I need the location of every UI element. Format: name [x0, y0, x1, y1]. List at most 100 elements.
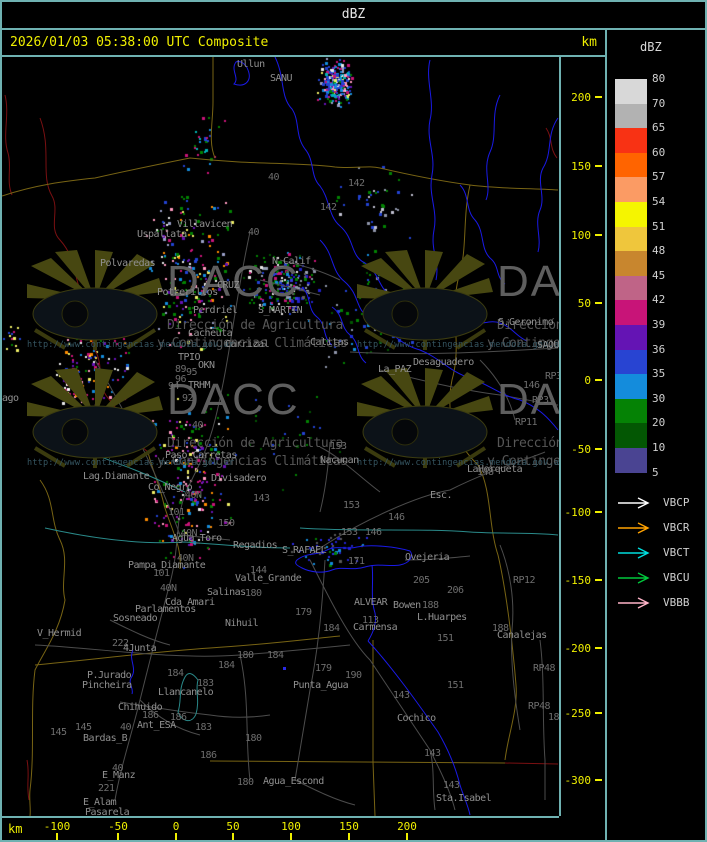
scale-swatch-35 — [615, 374, 647, 399]
map-label: 146 — [388, 512, 405, 523]
scale-label: 10 — [652, 441, 666, 454]
scale-label: 42 — [652, 293, 666, 307]
map-label: Bowen — [393, 600, 421, 611]
map-label: 40N — [185, 490, 202, 501]
map-label: 146 — [365, 527, 382, 538]
right-axis-tick — [595, 779, 602, 781]
bottom-axis-label: 0 — [172, 820, 180, 833]
map-label: 184 — [548, 712, 559, 723]
map-label: Divisadero — [211, 473, 267, 484]
scale-label: 57 — [652, 170, 666, 184]
map-label: 145 — [75, 722, 92, 733]
map-right-border — [559, 57, 561, 816]
right-axis-tick — [595, 302, 602, 304]
map-label: 184 — [267, 650, 284, 661]
map-label: RP3 — [532, 395, 549, 406]
map-label: Punta_Agua — [293, 680, 349, 691]
scale-swatch-45 — [615, 275, 647, 301]
bottom-axis-tick — [406, 833, 408, 840]
right-axis-tick — [595, 96, 602, 98]
map-label: 180 — [245, 733, 262, 744]
scale-label: 65 — [652, 121, 666, 135]
map-label: 186 — [200, 750, 217, 761]
map-label: S_MARTIN — [258, 305, 303, 316]
map-label: 153 — [341, 527, 358, 538]
map-label: Villavicen — [177, 219, 233, 230]
legend-panel: dBZ 80 70 65 60 57 54 51 48 45 42 39 36 35 30 20 10 5 VB… — [607, 30, 705, 840]
scale-swatch-10 — [615, 448, 647, 473]
legend-divider — [605, 30, 607, 840]
map-label: Catitas — [310, 337, 349, 348]
map-label: 153 — [330, 441, 347, 452]
scale-swatch-20 — [615, 423, 647, 448]
right-axis-label: 0 — [584, 374, 591, 387]
map-label: Polvaredas — [100, 258, 156, 269]
map-label: 180 — [237, 777, 254, 788]
scale-swatch-30 — [615, 398, 647, 424]
right-axis-label: -300 — [564, 774, 592, 787]
map-label: Canalejas — [497, 630, 547, 641]
bottom-axis-label: 200 — [397, 820, 417, 833]
radar-map: DACC Dirección de Agricultura y Contingenc… — [2, 57, 559, 816]
map-label: Uspallata — [137, 229, 187, 240]
map-label: Bardas_B — [83, 733, 128, 744]
right-axis-label: -100 — [564, 506, 592, 519]
scale-swatch-36 — [615, 349, 647, 375]
vector-label: VBCR — [663, 521, 690, 534]
scale-swatch-48 — [615, 251, 647, 276]
map-label: Sta.Isabel — [436, 793, 492, 804]
arrow-icon — [618, 522, 650, 534]
map-label: 142 — [348, 178, 365, 189]
right-axis-tick — [595, 234, 602, 236]
scale-label: 54 — [652, 195, 666, 208]
map-label: Pampa_Diamante — [128, 560, 206, 571]
map-label: 186 — [142, 710, 159, 721]
bottom-axis-unit: km — [8, 822, 23, 836]
map-label: 143 — [443, 780, 460, 791]
map-label: Agua_Escond — [263, 776, 324, 787]
bottom-axis-label: 100 — [281, 820, 301, 833]
map-label: Cda_Amari — [165, 597, 215, 608]
scale-swatch-57 — [615, 177, 647, 202]
map-label: Potrerillos — [157, 287, 218, 298]
map-label: 148 — [477, 467, 494, 478]
scale-label: 80 — [652, 72, 666, 85]
map-label: N_Calif — [272, 256, 311, 267]
map-label: 113 — [362, 615, 379, 626]
page-title: dBZ — [341, 7, 366, 22]
scale-label: 70 — [652, 96, 666, 110]
right-axis-label: -250 — [564, 707, 592, 720]
arrow-icon — [618, 497, 650, 509]
map-label: 146 — [523, 380, 540, 391]
scale-swatch-51 — [615, 226, 647, 252]
right-axis-label: 50 — [577, 297, 591, 310]
map-label: 206 — [447, 585, 464, 596]
map-label: 89 — [175, 364, 187, 375]
map-label: 179 — [315, 663, 332, 674]
right-axis-tick — [595, 165, 602, 167]
title-bar: dBZ — [2, 2, 705, 30]
map-label: S_RAFAEL — [282, 545, 327, 556]
map-label: 180 — [245, 588, 262, 599]
map-label: Ant_ESA — [137, 720, 176, 731]
bottom-axis-label: 150 — [339, 820, 359, 833]
map-label: 184 — [323, 623, 340, 634]
scale-swatch-54 — [615, 202, 647, 227]
map-label: Llancanelo — [158, 687, 214, 698]
map-label: Carmensa — [353, 622, 398, 633]
bottom-axis-tick — [117, 833, 119, 840]
bottom-axis-label: 50 — [226, 820, 240, 833]
map-label: 190 — [345, 670, 362, 681]
map-label: Regadios — [233, 540, 278, 551]
map-label: 179 — [295, 607, 312, 618]
map-label: 40N — [177, 553, 194, 564]
map-label: 151 — [447, 680, 464, 691]
map-label: E_Alam — [83, 797, 117, 808]
scale-label: 30 — [652, 391, 666, 405]
right-axis: 200 150 100 50 0 -50 -100 -150 -200 -250 -300 — [561, 57, 605, 816]
scale-label: 20 — [652, 416, 666, 430]
map-label: V_Hermid — [37, 628, 82, 639]
map-label: La_PAZ — [378, 364, 412, 375]
scale-swatch-70 — [615, 103, 647, 129]
map-label: Ullun — [237, 59, 265, 70]
